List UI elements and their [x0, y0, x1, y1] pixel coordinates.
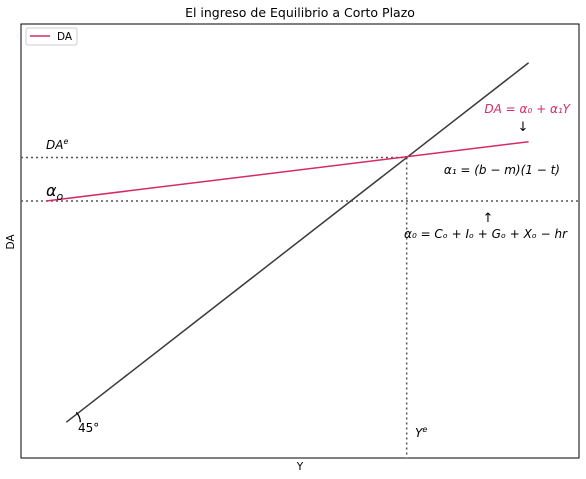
x-axis-label: Y — [296, 461, 304, 473]
angle-label: 45° — [78, 421, 99, 435]
y-axis-label: DA — [5, 234, 17, 250]
arrow-down-icon: ↓ — [518, 120, 529, 135]
alpha1-equation: α₁ = (b − m)(1 − t) — [444, 163, 560, 177]
da-e-label: DAe — [46, 137, 68, 152]
alpha-o-label: αo — [46, 181, 64, 203]
alpha0-equation: α₀ = Cₒ + Iₒ + Gₒ + Xₒ − hr — [404, 227, 568, 241]
angle-arc-icon — [75, 411, 81, 423]
plot-frame — [20, 23, 580, 459]
y-e-label: Ye — [415, 425, 427, 440]
da-line — [45, 141, 529, 202]
forty-five-degree-line — [65, 62, 530, 423]
chart-title: El ingreso de Equilibrio a Corto Plazo — [185, 5, 415, 20]
legend: DA — [25, 27, 78, 46]
legend-label-da: DA — [57, 31, 73, 43]
legend-box — [25, 27, 78, 46]
arrow-up-icon: ↑ — [483, 211, 494, 226]
da-equation: DA = α₀ + α₁Y — [484, 102, 571, 116]
